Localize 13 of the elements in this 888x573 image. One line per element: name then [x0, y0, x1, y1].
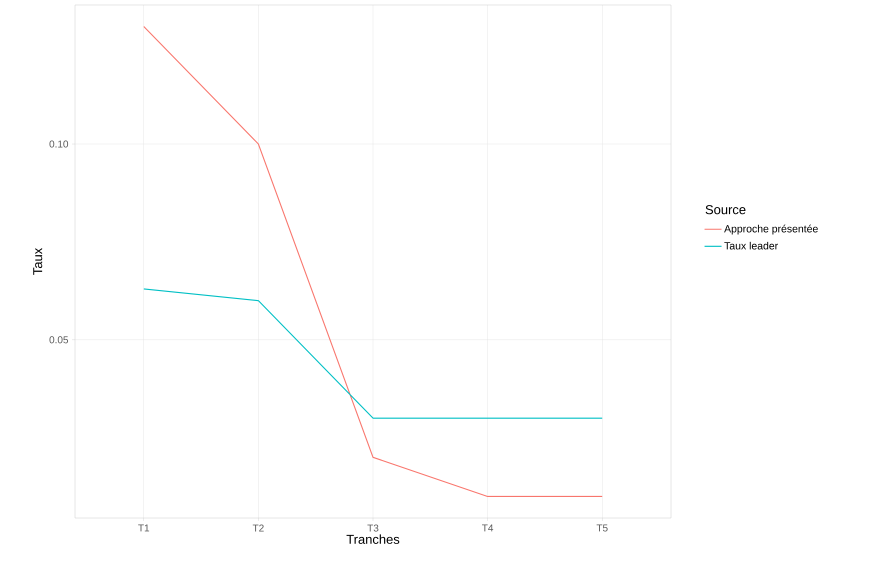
x-tick-label: T4 [482, 524, 494, 532]
x-tick-label: T2 [252, 524, 264, 532]
legend-title: Source [706, 205, 746, 214]
legend-label: Taux leader [724, 242, 778, 250]
y-tick-label: 0.10 [49, 140, 68, 148]
x-tick-label: T3 [367, 524, 378, 532]
y-tick-label: 0.05 [49, 336, 68, 344]
x-tick-label: T1 [138, 524, 150, 532]
x-tick-label: T5 [596, 524, 608, 532]
legend-label: Approche présentée [724, 224, 818, 235]
y-axis-title: Taux [33, 248, 42, 275]
line-series [143, 26, 603, 498]
x-axis-title: Tranches [346, 534, 400, 544]
